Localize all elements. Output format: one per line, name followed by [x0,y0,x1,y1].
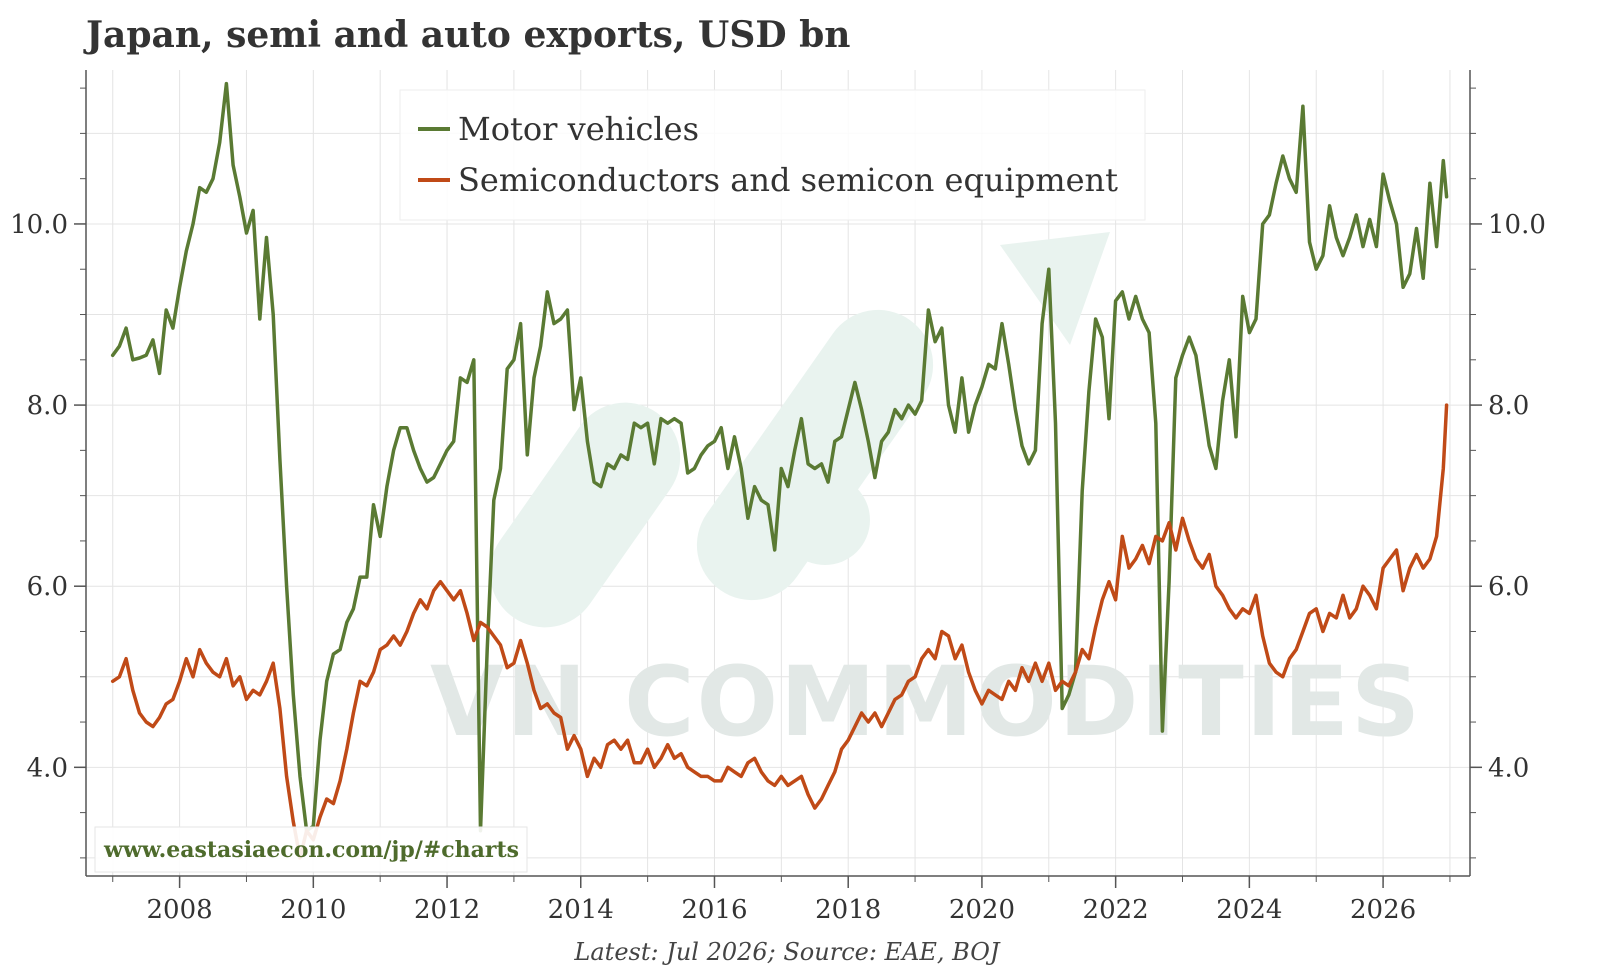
legend: Motor vehicles Semiconductors and semico… [399,89,1146,221]
y-tick-label-right: 10.0 [1488,210,1546,240]
series-lines [110,81,1449,860]
watermark-text: VN COMMODITIES [430,646,1422,758]
watermark-dot [780,475,870,565]
series-line-semiconductors [110,403,1449,860]
y-tick-label-right: 8.0 [1488,391,1529,421]
series-line-motor-vehicles [110,81,1449,833]
x-tick-label: 2022 [1083,895,1149,925]
legend-box [399,89,1146,221]
x-tick-label: 2026 [1350,895,1416,925]
source-url-box: www.eastasiaecon.com/jp/#charts [94,826,528,873]
x-tick-label: 2010 [280,895,346,925]
x-tick-label: 2012 [414,895,480,925]
watermark-shape-left [489,402,681,628]
x-tick-label: 2016 [681,895,747,925]
chart-title: Japan, semi and auto exports, USD bn [86,14,851,56]
y-tick-label-left: 10.0 [10,210,68,240]
axes: 4.0 4.0 6.0 6.0 8.0 8.0 10.0 10.0 2008 2010 2012 20… [10,70,1546,925]
y-tick-label-right: 4.0 [1488,753,1529,783]
legend-label-semiconductors: Semiconductors and semicon equipment [458,161,1118,199]
y-tick-label-left: 4.0 [27,753,68,783]
watermark-shape-right [696,309,934,601]
y-tick-label-left: 6.0 [27,572,68,602]
x-tick-label: 2014 [548,895,614,925]
y-tick-label-right: 6.0 [1488,572,1529,602]
x-tick-label: 2008 [147,895,213,925]
x-tick-label: 2024 [1216,895,1282,925]
source-url-text: www.eastasiaecon.com/jp/#charts [103,837,519,863]
legend-label-motor-vehicles: Motor vehicles [458,110,699,148]
watermark: VN COMMODITIES [430,232,1422,758]
footnote: Latest: Jul 2026; Source: EAE, BOJ [573,938,1001,966]
watermark-arrow-head [1000,232,1110,345]
y-tick-label-left: 8.0 [27,391,68,421]
x-tick-label: 2020 [949,895,1015,925]
x-tick-label: 2018 [815,895,881,925]
source-url-background [94,826,528,873]
